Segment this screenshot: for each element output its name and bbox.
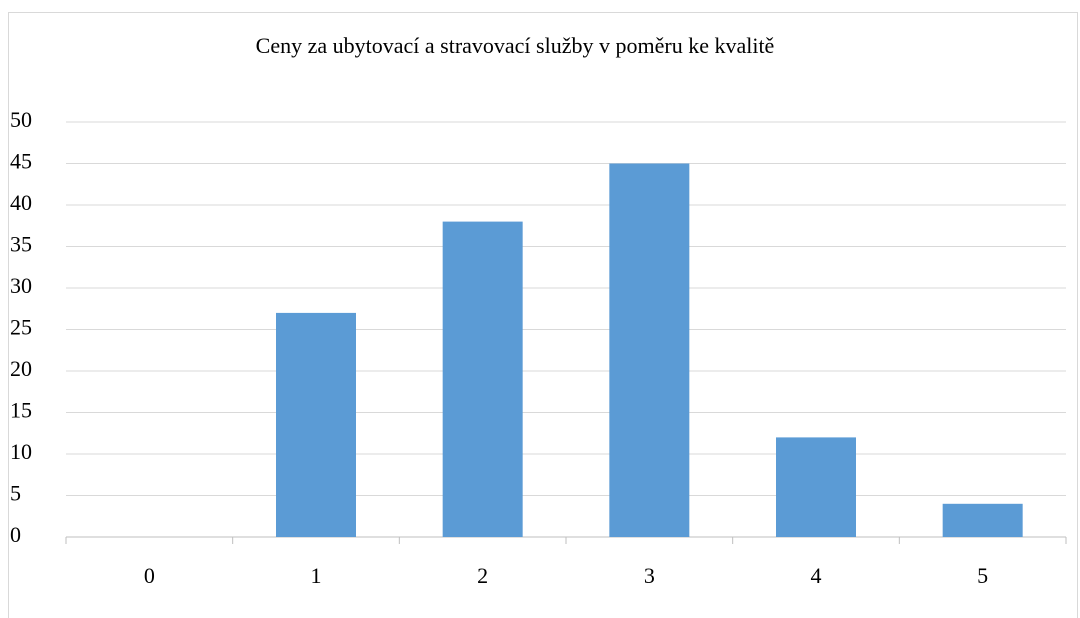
y-tick-label: 45	[10, 149, 32, 174]
x-tick-label: 5	[977, 563, 988, 588]
bar	[609, 163, 690, 537]
x-tick-label: 2	[477, 563, 488, 588]
x-tick-label: 4	[811, 563, 822, 588]
x-tick-label: 3	[644, 563, 655, 588]
x-tick-label: 1	[311, 563, 322, 588]
chart-title: Ceny za ubytovací a stravovací služby v …	[256, 33, 775, 58]
bar	[442, 221, 523, 537]
y-tick-label: 15	[10, 398, 32, 423]
y-tick-label: 0	[10, 522, 21, 547]
y-tick-label: 40	[10, 190, 32, 215]
y-tick-label: 30	[10, 273, 32, 298]
y-tick-label: 10	[10, 439, 32, 464]
bar	[276, 312, 356, 537]
y-tick-label: 25	[10, 315, 32, 340]
y-tick-label: 5	[10, 481, 21, 506]
bar	[776, 437, 856, 537]
bar	[942, 503, 1023, 537]
x-tick-label: 0	[144, 563, 155, 588]
y-tick-label: 35	[10, 232, 32, 257]
y-tick-label: 20	[10, 356, 32, 381]
chart-border	[8, 12, 1078, 618]
y-tick-label: 50	[10, 107, 32, 132]
